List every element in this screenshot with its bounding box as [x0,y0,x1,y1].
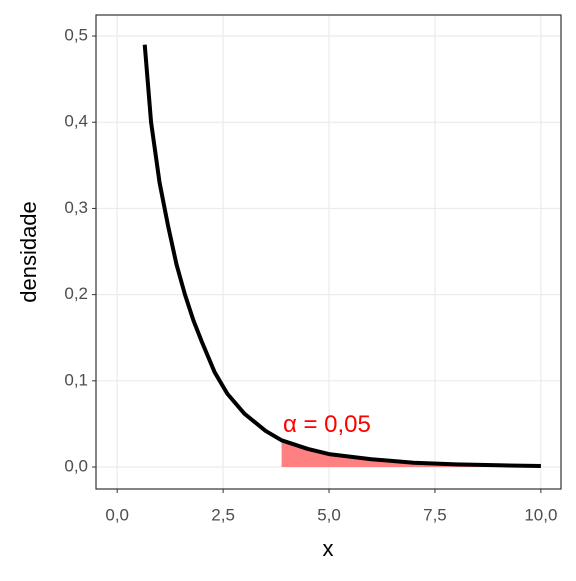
annotation: α = 0,05 [283,411,371,438]
x-tick-label: 0,0 [105,505,129,524]
plot-border [95,14,562,490]
x-tick-label: 7,5 [423,505,447,524]
y-tick-label: 0,2 [64,284,88,303]
shaded-area [281,440,541,468]
y-tick-label: 0,0 [64,457,88,476]
y-tick-label: 0,4 [64,112,88,131]
x-tick-label: 10,0 [524,505,557,524]
x-tick-label: 5,0 [317,505,341,524]
y-tick-label: 0,3 [64,198,88,217]
y-tick-label: 0,1 [64,370,88,389]
x-axis-label: x [323,536,334,561]
density-line [142,44,541,468]
y-axis-label: densidade [16,201,41,303]
y-tick-label: 0,5 [64,26,88,45]
x-tick-label: 2,5 [211,505,235,524]
